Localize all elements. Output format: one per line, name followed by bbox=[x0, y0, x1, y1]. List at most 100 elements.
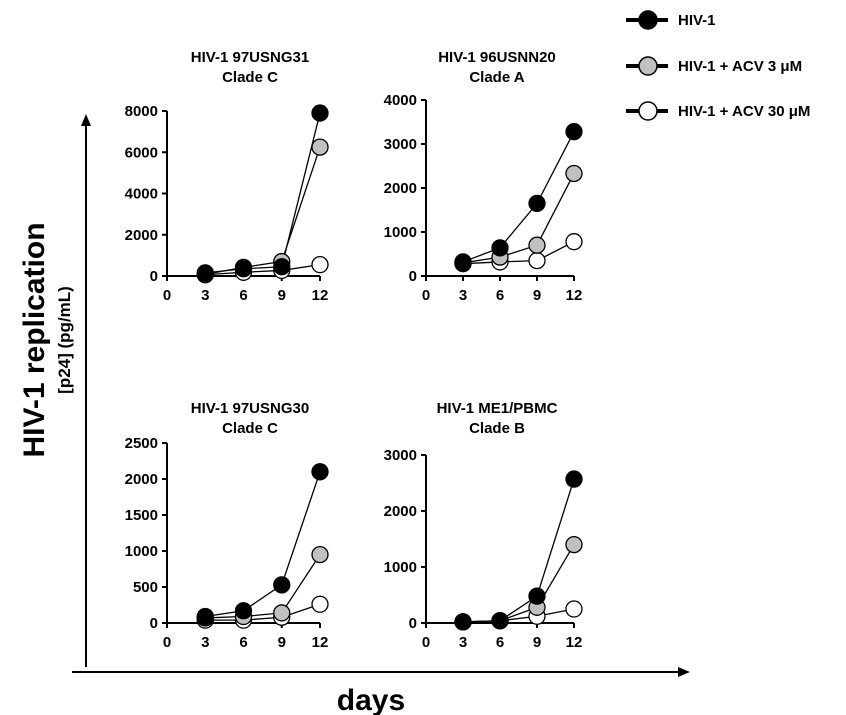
data-point bbox=[234, 260, 253, 278]
data-point bbox=[565, 470, 583, 488]
x-tick-label: 3 bbox=[201, 287, 209, 304]
data-point bbox=[311, 463, 329, 481]
chart-subtitle: Clade C bbox=[222, 69, 278, 86]
data-point bbox=[528, 251, 546, 270]
series-line bbox=[462, 608, 575, 623]
x-tick-label: 6 bbox=[239, 634, 247, 651]
y-tick-label: 6000 bbox=[125, 144, 158, 161]
legend-item: HIV-1 + ACV 30 μM bbox=[626, 101, 810, 121]
y-tick-label: 4000 bbox=[125, 186, 158, 203]
chart-subtitle: Clade C bbox=[222, 420, 278, 437]
x-tick-label: 9 bbox=[278, 634, 286, 651]
data-point bbox=[454, 253, 472, 271]
series-line bbox=[462, 131, 575, 263]
x-tick-label: 12 bbox=[312, 287, 329, 304]
legend-item: HIV-1 + ACV 3 μM bbox=[626, 56, 802, 76]
x-tick-label: 6 bbox=[496, 634, 504, 651]
data-point bbox=[311, 256, 329, 274]
chart-panel: HIV-1 97USNG31 Clade C 0 2000 4000 6000 8000 0 3… bbox=[125, 49, 329, 304]
x-tick-label: 12 bbox=[566, 287, 583, 304]
data-point bbox=[273, 604, 291, 622]
x-tick-label: 6 bbox=[239, 287, 247, 304]
chart-title: HIV-1 96USNN20 bbox=[438, 49, 556, 66]
data-point bbox=[565, 600, 583, 618]
series-line bbox=[462, 173, 575, 264]
data-point bbox=[311, 138, 329, 156]
y-tick-label: 2000 bbox=[384, 180, 417, 197]
y-tick-label: 0 bbox=[150, 615, 158, 632]
data-point bbox=[273, 576, 291, 594]
legend-label: HIV-1 bbox=[678, 12, 716, 29]
y-tick-label: 500 bbox=[133, 579, 158, 596]
y-tick-label: 1000 bbox=[384, 559, 417, 576]
legend-label: HIV-1 + ACV 30 μM bbox=[678, 103, 810, 120]
x-tick-label: 9 bbox=[278, 287, 286, 304]
chart-panel: HIV-1 97USNG30 Clade C 0 500 1000 1500 2000 250… bbox=[125, 400, 329, 651]
x-tick-label: 12 bbox=[312, 634, 329, 651]
x-tick-label: 0 bbox=[422, 634, 430, 651]
chart-panel: HIV-1 96USNN20 Clade A 0 1000 2000 3000 4000 0 3… bbox=[384, 49, 583, 304]
y-tick-label: 4000 bbox=[384, 92, 417, 109]
chart-subtitle: Clade A bbox=[469, 69, 524, 86]
legend-marker bbox=[638, 56, 658, 76]
x-tick-label: 0 bbox=[163, 287, 171, 304]
y-tick-label: 0 bbox=[409, 268, 417, 285]
chart-panel: HIV-1 ME1/PBMC Clade B 0 1000 2000 3000 0 3 6 9 12 bbox=[384, 400, 583, 651]
data-point bbox=[196, 264, 214, 282]
chart-title: HIV-1 97USNG30 bbox=[191, 400, 309, 417]
data-point bbox=[528, 587, 546, 605]
y-arrow-head bbox=[81, 114, 91, 126]
chart-title: HIV-1 97USNG31 bbox=[191, 49, 309, 66]
data-point bbox=[491, 612, 509, 630]
series-line bbox=[205, 471, 321, 618]
series-line bbox=[462, 241, 575, 265]
x-tick-label: 0 bbox=[163, 634, 171, 651]
x-tick-label: 3 bbox=[459, 287, 467, 304]
x-tick-label: 9 bbox=[533, 634, 541, 651]
legend-label: HIV-1 + ACV 3 μM bbox=[678, 58, 802, 75]
series-line bbox=[462, 544, 575, 623]
y-tick-label: 2000 bbox=[125, 471, 158, 488]
data-point bbox=[311, 104, 329, 122]
data-point bbox=[311, 595, 329, 613]
data-point bbox=[491, 239, 509, 257]
x-tick-label: 0 bbox=[422, 287, 430, 304]
legend-marker bbox=[638, 101, 658, 121]
x-tick-label: 3 bbox=[459, 634, 467, 651]
data-point bbox=[273, 258, 291, 276]
legend-item: HIV-1 bbox=[626, 10, 716, 30]
y-tick-label: 1500 bbox=[125, 507, 158, 524]
y-axis-subtitle: [p24] (pg/mL) bbox=[55, 286, 74, 394]
series-line bbox=[205, 146, 321, 275]
y-tick-label: 2000 bbox=[384, 503, 417, 520]
series-line bbox=[462, 478, 575, 623]
x-tick-label: 9 bbox=[533, 287, 541, 304]
data-point bbox=[196, 607, 214, 626]
series-line bbox=[205, 112, 321, 274]
series-line bbox=[205, 603, 321, 621]
data-point bbox=[565, 233, 583, 251]
y-tick-label: 0 bbox=[409, 615, 417, 632]
data-point bbox=[565, 164, 583, 183]
x-tick-label: 12 bbox=[566, 634, 583, 651]
x-axis-title: days bbox=[337, 684, 405, 715]
legend: HIV-1 HIV-1 + ACV 3 μM HIV-1 + ACV 30 μM bbox=[626, 10, 810, 121]
y-tick-label: 3000 bbox=[384, 447, 417, 464]
chart-subtitle: Clade B bbox=[469, 420, 525, 437]
data-point bbox=[454, 613, 472, 631]
y-tick-label: 3000 bbox=[384, 136, 417, 153]
data-point bbox=[565, 123, 583, 141]
y-tick-label: 1000 bbox=[125, 543, 158, 560]
data-point bbox=[234, 602, 253, 620]
data-point bbox=[528, 194, 546, 213]
y-tick-label: 2000 bbox=[125, 227, 158, 244]
x-tick-label: 3 bbox=[201, 634, 209, 651]
y-tick-label: 0 bbox=[150, 268, 158, 285]
data-point bbox=[565, 535, 583, 554]
chart-title: HIV-1 ME1/PBMC bbox=[437, 400, 558, 417]
y-tick-label: 1000 bbox=[384, 224, 417, 241]
y-axis-title: HIV-1 replication bbox=[18, 222, 51, 457]
y-tick-label: 8000 bbox=[125, 103, 158, 120]
